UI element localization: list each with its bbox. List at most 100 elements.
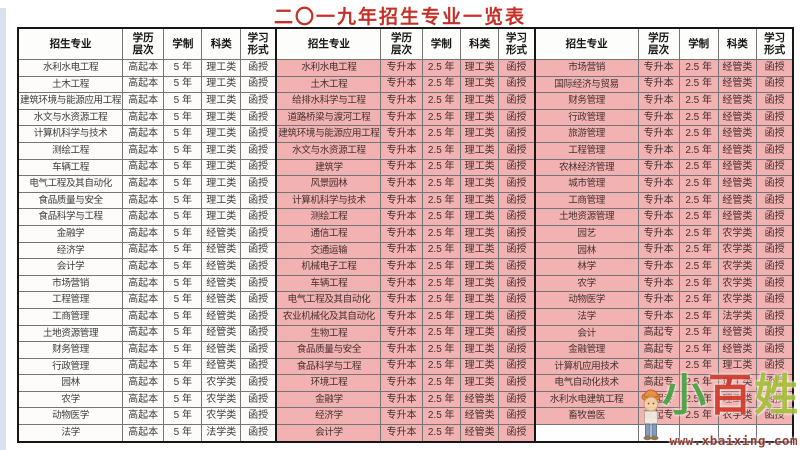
- value-cell: 专升本: [380, 125, 423, 143]
- value-cell: 函授: [498, 307, 536, 326]
- admissions-table-zhuanshengben-2: 招生专业 学历层次 学制 科类 学习形式 市场营销 专升本 2.5 年经管类 函授 国际经济与贸…: [533, 27, 794, 443]
- value-cell: 5 年: [163, 374, 203, 392]
- major-name-cell: 给排水科学与工程: [275, 92, 382, 110]
- value-cell: 函授: [240, 224, 277, 243]
- table-row: 市场营销 高起本 5 年经管类 函授: [17, 274, 277, 293]
- value-cell: 函授: [240, 407, 277, 426]
- value-cell: 函授: [498, 141, 536, 160]
- table-row: 会计学 专升本 2.5 年经管类 函授: [275, 424, 536, 443]
- admissions-table-gaoqiben: 招生专业 学历层次 学制 科类 学习形式 水利水电工程 高起本 5 年理工类 函授 土木工程 高起…: [17, 27, 278, 443]
- value-cell: 专升本: [380, 108, 423, 127]
- value-cell: 函授: [756, 208, 794, 226]
- major-name-cell: 会计学: [17, 258, 124, 276]
- major-name-cell: 水利水电工程: [17, 59, 124, 77]
- value-cell: 函授: [756, 357, 794, 376]
- table-row: 财务管理 高起本 5 年经管类 函授: [17, 341, 277, 359]
- value-cell: 理工类: [201, 158, 242, 177]
- value-cell: 函授: [498, 274, 536, 293]
- value-cell: 经管类: [717, 208, 758, 226]
- value-cell: 专升本: [637, 291, 680, 309]
- table-row: 风景园林 专升本 2.5 年理工类 函授: [275, 175, 536, 193]
- value-cell: 农学类: [717, 291, 758, 309]
- value-cell: 高起专: [637, 324, 680, 343]
- value-cell: 理工类: [459, 357, 500, 376]
- value-cell: 函授: [756, 59, 794, 77]
- major-name-cell: 金融学: [17, 224, 124, 243]
- value-cell: 理工类: [459, 208, 500, 226]
- major-name-cell: 法学: [534, 307, 639, 326]
- major-name-cell: 城市管理: [534, 175, 639, 193]
- column-header: 科类: [459, 27, 500, 60]
- major-name-cell: 旅游管理: [534, 125, 639, 143]
- table-row: 动物医学 高起本 5 年农学类 函授: [17, 407, 277, 426]
- major-name-cell: 土地资源管理: [534, 208, 639, 226]
- value-cell: 2.5 年: [678, 390, 719, 409]
- table-row: [534, 424, 794, 443]
- table-row: 道路桥梁与渡河工程 专升本 2.5 年理工类 函授: [275, 108, 536, 127]
- value-cell: 2.5 年: [678, 258, 719, 276]
- value-cell: 函授: [756, 158, 794, 177]
- major-name-cell: 工程管理: [17, 291, 124, 309]
- value-cell: 函授: [240, 92, 277, 110]
- table-row: 水利水电工程 专升本 2.5 年理工类 函授: [275, 59, 536, 77]
- value-cell: 2.5 年: [421, 424, 461, 443]
- value-cell: 5 年: [163, 224, 203, 243]
- value-cell: 经管类: [717, 158, 758, 177]
- value-cell: 高起本: [122, 307, 165, 326]
- value-cell: 函授: [756, 341, 794, 359]
- value-cell: 函授: [498, 241, 536, 260]
- value-cell: 理工类: [459, 341, 500, 359]
- value-cell: 函授: [756, 175, 794, 193]
- value-cell: 函授: [498, 407, 536, 426]
- table-row: 财务管理 专升本 2.5 年经管类 函授: [534, 92, 794, 110]
- value-cell: 高起本: [122, 291, 165, 309]
- value-cell: 函授: [240, 274, 277, 293]
- column-header: 学习形式: [756, 27, 794, 60]
- value-cell: 2.5 年: [421, 224, 461, 243]
- table-row: 工程管理 高起本 5 年经管类 函授: [17, 291, 277, 309]
- value-cell: 高起本: [122, 324, 165, 343]
- value-cell: 函授: [240, 291, 277, 309]
- value-cell: 高起本: [122, 390, 165, 409]
- table-row: 会计学 高起本 5 年经管类 函授: [17, 258, 277, 276]
- table-row: 经济学 专升本 2.5 年经管类 函授: [275, 407, 536, 426]
- major-name-cell: 林学: [534, 258, 639, 276]
- value-cell: 5 年: [163, 191, 203, 210]
- table-row: 通信工程 专升本 2.5 年理工类 函授: [275, 224, 536, 243]
- column-header: 学历层次: [637, 27, 680, 60]
- value-cell: 专升本: [380, 158, 423, 177]
- header-row: 招生专业 学历层次 学制 科类 学习形式: [275, 27, 536, 60]
- value-cell: 5 年: [163, 241, 203, 260]
- value-cell: 农学类: [717, 241, 758, 260]
- major-name-cell: [534, 424, 639, 443]
- value-cell: 5 年: [163, 291, 203, 309]
- major-name-cell: 电气自动化技术: [534, 374, 639, 392]
- table-row: 工商管理 专升本 2.5 年经管类 函授: [534, 191, 794, 210]
- value-cell: 2.5 年: [678, 341, 719, 359]
- value-cell: 函授: [498, 108, 536, 127]
- table-row: 计算机科学与技术 专升本 2.5 年理工类 函授: [275, 191, 536, 210]
- value-cell: 函授: [240, 307, 277, 326]
- major-name-cell: 市场营销: [534, 59, 639, 77]
- major-name-cell: 会计: [534, 324, 639, 343]
- major-name-cell: 工商管理: [534, 191, 639, 210]
- value-cell: 理工类: [201, 125, 242, 143]
- value-cell: 5 年: [163, 175, 203, 193]
- value-cell: 函授: [240, 258, 277, 276]
- value-cell: 经管类: [717, 59, 758, 77]
- value-cell: 函授: [240, 125, 277, 143]
- value-cell: 函授: [498, 390, 536, 409]
- table-row: 土木工程 高起本 5 年理工类 函授: [17, 75, 277, 94]
- value-cell: 专升本: [380, 241, 423, 260]
- major-name-cell: 农林经济管理: [534, 158, 639, 177]
- table-row: 环境工程 专升本 2.5 年理工类 函授: [275, 374, 536, 392]
- value-cell: [637, 424, 680, 443]
- value-cell: 高起本: [122, 258, 165, 276]
- value-cell: 专升本: [380, 374, 423, 392]
- value-cell: 函授: [498, 291, 536, 309]
- value-cell: 专升本: [380, 224, 423, 243]
- table-row: 城市管理 专升本 2.5 年经管类 函授: [534, 175, 794, 193]
- value-cell: 函授: [756, 108, 794, 127]
- value-cell: 函授: [498, 125, 536, 143]
- value-cell: 2.5 年: [421, 407, 461, 426]
